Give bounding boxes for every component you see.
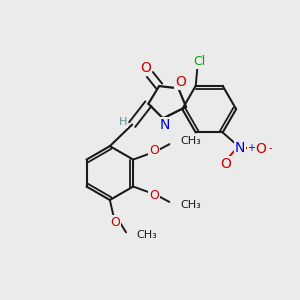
Text: N: N (159, 118, 170, 132)
Text: O: O (149, 189, 159, 202)
Text: CH₃: CH₃ (180, 200, 201, 210)
Text: +: + (247, 143, 255, 153)
Text: H: H (119, 117, 127, 127)
Text: CH₃: CH₃ (137, 230, 158, 240)
Text: CH₃: CH₃ (180, 136, 201, 146)
Text: Cl: Cl (194, 56, 206, 68)
Text: O: O (220, 157, 231, 171)
Text: O: O (256, 142, 267, 156)
Text: N: N (234, 141, 245, 155)
Text: -: - (269, 143, 272, 153)
Text: O: O (175, 75, 186, 89)
Text: O: O (141, 61, 152, 75)
Text: O: O (110, 216, 120, 229)
Text: O: O (149, 144, 159, 157)
